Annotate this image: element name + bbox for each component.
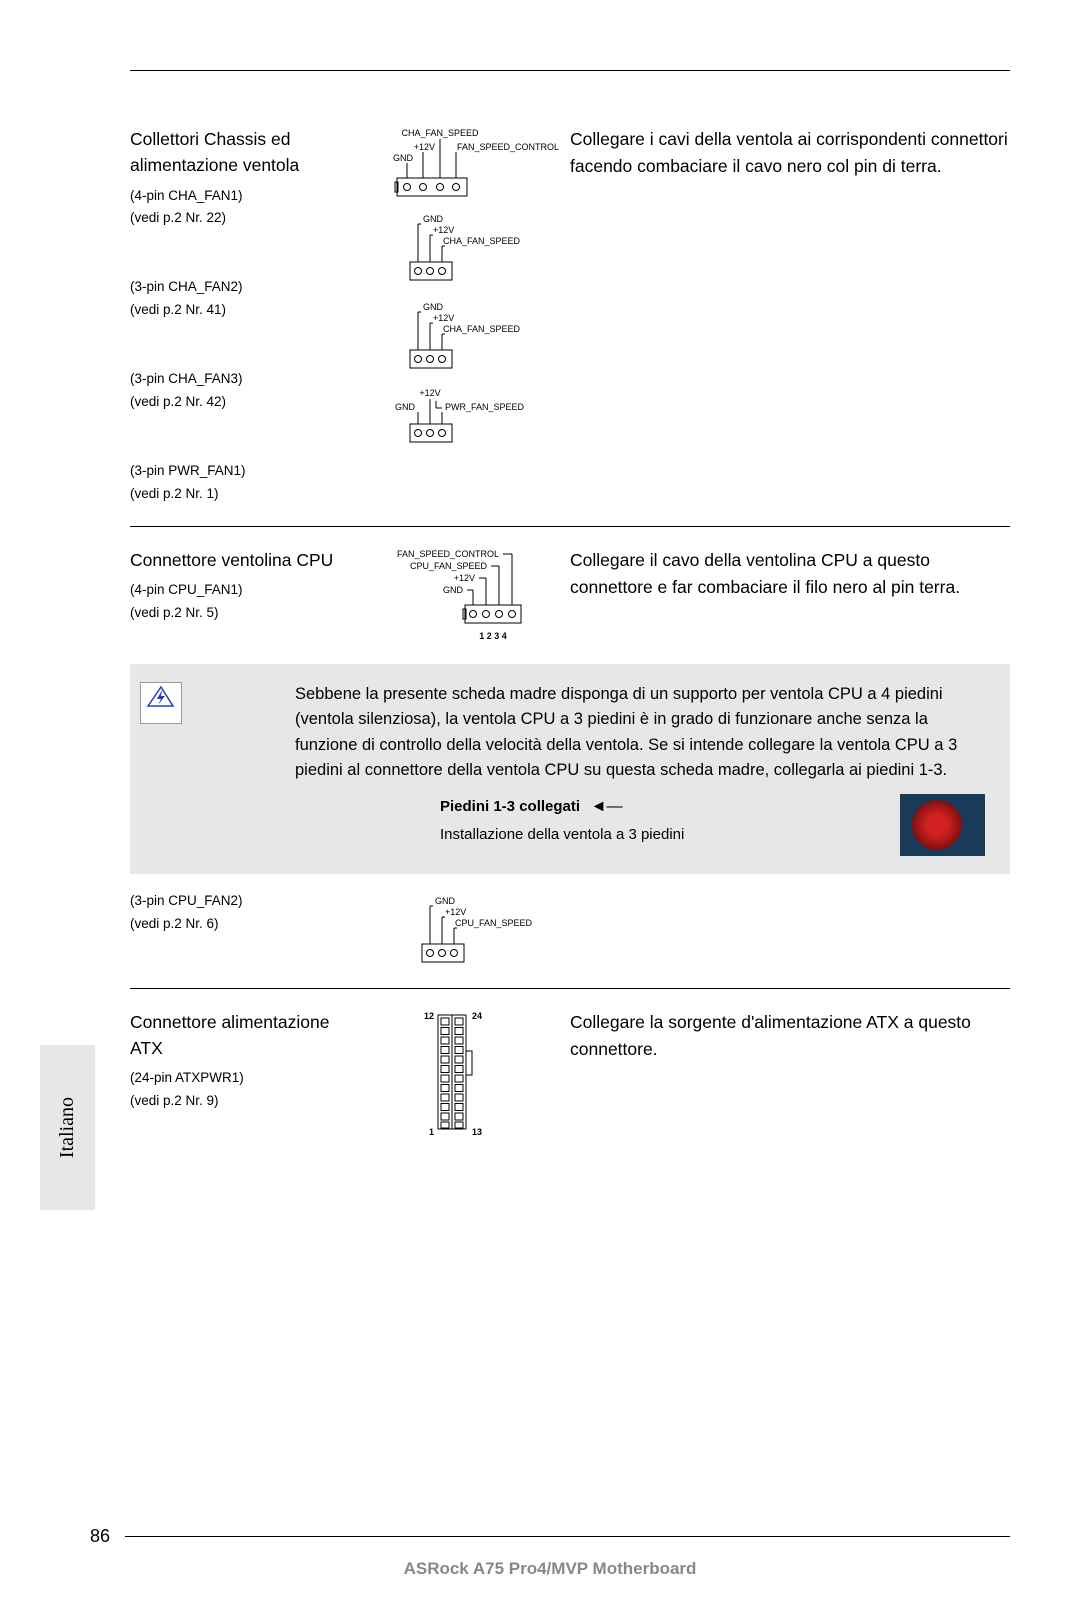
svg-text:1: 1 xyxy=(429,1127,434,1137)
section-chassis-fan: Collettori Chassis ed alimentazione vent… xyxy=(130,126,1010,508)
svg-text:1 2 3 4: 1 2 3 4 xyxy=(479,631,507,641)
svg-text:13: 13 xyxy=(472,1127,482,1137)
s4-pin: (24-pin ATXPWR1) xyxy=(130,1069,355,1088)
s1-i0-ref: (vedi p.2 Nr. 22) xyxy=(130,209,355,228)
pwr-fan1-diagram: +12V GND PWR_FAN_SPEED xyxy=(375,386,535,446)
svg-text:GND: GND xyxy=(443,585,464,595)
divider-2 xyxy=(130,988,1010,989)
s1-heading: Collettori Chassis ed alimentazione vent… xyxy=(130,126,355,179)
s1-i3-ref: (vedi p.2 Nr. 1) xyxy=(130,485,355,504)
svg-text:CHA_FAN_SPEED: CHA_FAN_SPEED xyxy=(443,324,521,334)
cha-fan3-diagram: GND +12V CHA_FAN_SPEED xyxy=(375,298,535,376)
svg-text:CHA_FAN_SPEED: CHA_FAN_SPEED xyxy=(443,236,521,246)
s3-ref: (vedi p.2 Nr. 6) xyxy=(130,915,355,934)
note-caption-bold: Piedini 1-3 collegati xyxy=(440,798,580,815)
svg-text:GND: GND xyxy=(393,153,414,163)
svg-text:CHA_FAN_SPEED: CHA_FAN_SPEED xyxy=(401,128,479,138)
svg-text:+12V: +12V xyxy=(419,388,440,398)
s2-pin: (4-pin CPU_FAN1) xyxy=(130,581,355,600)
s1-i2-pin: (3-pin CHA_FAN3) xyxy=(130,370,355,389)
divider-1 xyxy=(130,526,1010,527)
s4-ref: (vedi p.2 Nr. 9) xyxy=(130,1092,355,1111)
arrow-left-icon: ◄— xyxy=(591,798,623,815)
section-atx-power: Connettore alimentazione ATX (24-pin ATX… xyxy=(130,1009,1010,1139)
fan-photo xyxy=(900,794,985,856)
s4-heading: Connettore alimentazione ATX xyxy=(130,1009,355,1062)
section-cpu-fan: Connettore ventolina CPU (4-pin CPU_FAN1… xyxy=(130,547,1010,652)
s1-i0-pin: (4-pin CHA_FAN1) xyxy=(130,187,355,206)
note-caption-sub: Installazione della ventola a 3 piedini xyxy=(440,823,890,846)
s1-i2-ref: (vedi p.2 Nr. 42) xyxy=(130,393,355,412)
lightning-icon xyxy=(140,682,182,724)
s2-desc: Collegare il cavo della ventolina CPU a … xyxy=(570,547,1010,601)
cpu-fan2-diagram: GND +12V CPU_FAN_SPEED xyxy=(375,892,535,970)
page-footer: 86 ASRock A75 Pro4/MVP Motherboard xyxy=(90,1526,1010,1579)
footer-title: ASRock A75 Pro4/MVP Motherboard xyxy=(90,1559,1010,1579)
svg-text:+12V: +12V xyxy=(454,573,475,583)
cha-fan1-diagram: CHA_FAN_SPEED +12V GND FAN_SPEED_CONTROL xyxy=(375,128,535,200)
svg-text:+12V: +12V xyxy=(433,225,454,235)
svg-text:CPU_FAN_SPEED: CPU_FAN_SPEED xyxy=(455,918,533,928)
svg-text:24: 24 xyxy=(472,1011,482,1021)
svg-text:+12V: +12V xyxy=(445,907,466,917)
language-tab: Italiano xyxy=(40,1045,95,1210)
atx-connector-diagram: 12 24 1 13 xyxy=(400,1009,510,1139)
svg-text:GND: GND xyxy=(423,214,444,224)
note-body: Sebbene la presente scheda madre dispong… xyxy=(295,682,985,784)
svg-text:GND: GND xyxy=(395,402,416,412)
cpu-fan1-diagram: FAN_SPEED_CONTROL CPU_FAN_SPEED +12V GND… xyxy=(365,547,545,652)
top-rule xyxy=(130,70,1010,71)
s1-desc: Collegare i cavi della ventola ai corris… xyxy=(570,126,1010,180)
cpu-fan-note: Sebbene la presente scheda madre dispong… xyxy=(130,664,1010,874)
s2-heading: Connettore ventolina CPU xyxy=(130,547,355,573)
s1-i1-ref: (vedi p.2 Nr. 41) xyxy=(130,301,355,320)
s3-pin: (3-pin CPU_FAN2) xyxy=(130,892,355,911)
s1-i3-pin: (3-pin PWR_FAN1) xyxy=(130,462,355,481)
s2-ref: (vedi p.2 Nr. 5) xyxy=(130,604,355,623)
page-number: 86 xyxy=(90,1526,110,1547)
svg-text:+12V: +12V xyxy=(433,313,454,323)
cha-fan2-diagram: GND +12V CHA_FAN_SPEED xyxy=(375,210,535,288)
language-label: Italiano xyxy=(56,1097,79,1158)
s4-desc: Collegare la sorgente d'alimentazione AT… xyxy=(570,1009,1010,1063)
s1-i1-pin: (3-pin CHA_FAN2) xyxy=(130,278,355,297)
svg-text:CPU_FAN_SPEED: CPU_FAN_SPEED xyxy=(410,561,488,571)
svg-text:+12V: +12V xyxy=(414,142,435,152)
svg-text:GND: GND xyxy=(423,302,444,312)
svg-text:GND: GND xyxy=(435,896,456,906)
svg-text:FAN_SPEED_CONTROL: FAN_SPEED_CONTROL xyxy=(457,142,559,152)
svg-text:12: 12 xyxy=(424,1011,434,1021)
svg-text:PWR_FAN_SPEED: PWR_FAN_SPEED xyxy=(445,402,525,412)
section-cpu-fan2: (3-pin CPU_FAN2) (vedi p.2 Nr. 6) GND +1… xyxy=(130,892,1010,970)
svg-text:FAN_SPEED_CONTROL: FAN_SPEED_CONTROL xyxy=(397,549,499,559)
